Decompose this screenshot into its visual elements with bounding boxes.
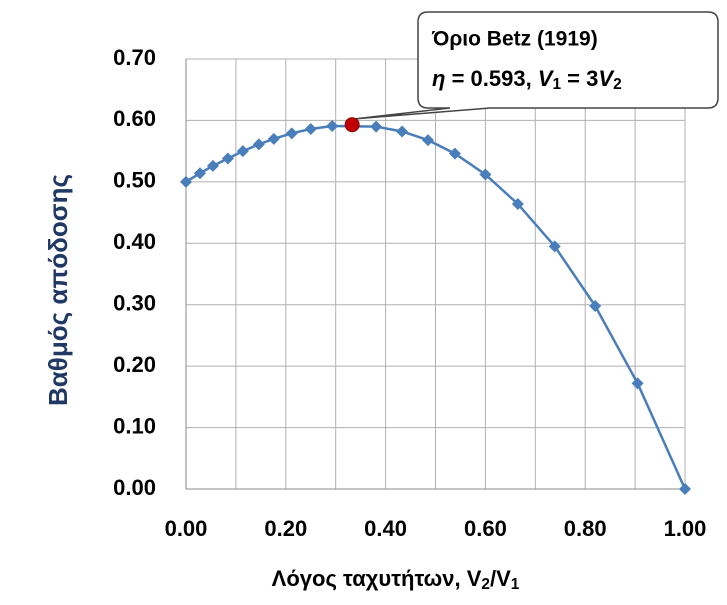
point	[193, 167, 206, 180]
point	[448, 147, 461, 160]
x-tick-label: 0.60	[464, 516, 507, 541]
x-axis-label-part: 2	[481, 576, 490, 593]
point	[180, 175, 192, 188]
y-tick-label: 0.60	[113, 106, 156, 131]
point	[252, 138, 265, 151]
point	[236, 145, 249, 158]
x-tick-label: 0.40	[364, 516, 407, 541]
x-tick-label: 0.20	[264, 516, 307, 541]
callout-text-part: = 0.593,	[445, 66, 537, 91]
point	[479, 168, 492, 181]
callout	[356, 11, 719, 120]
point	[679, 483, 691, 495]
y-tick-label: 0.20	[113, 352, 156, 377]
y-tick-label: 0.30	[113, 291, 156, 316]
x-axis-label: Λόγος ταχυτήτων, V2/V1	[272, 566, 520, 593]
callout-text-part: 2	[613, 76, 622, 93]
highlight-point	[344, 117, 360, 133]
x-axis-label-part: /V	[490, 566, 511, 591]
callout-text-part: 1	[553, 76, 562, 93]
point	[326, 119, 339, 132]
point	[396, 125, 409, 138]
y-axis-label: Βαθμός απόδοσης	[43, 174, 73, 406]
y-tick-label: 0.40	[113, 229, 156, 254]
point	[206, 159, 219, 172]
point	[304, 123, 317, 136]
point	[267, 132, 280, 145]
point	[511, 197, 524, 210]
point	[285, 127, 298, 140]
point	[548, 240, 561, 253]
callout-text-part: V	[538, 66, 555, 91]
point	[422, 134, 435, 147]
y-tick-label: 0.50	[113, 168, 156, 193]
y-tick-label: 0.70	[113, 45, 156, 70]
point	[221, 152, 234, 165]
callout-title: Όριο Betz (1919)	[431, 28, 598, 51]
callout-text-part: η	[432, 66, 445, 91]
point	[589, 299, 602, 312]
y-tick-label: 0.10	[113, 413, 156, 438]
point	[631, 377, 644, 390]
callout-text: η = 0.593, V1 = 3V2	[432, 66, 622, 93]
point	[370, 120, 383, 133]
x-axis-label-part: 1	[511, 576, 520, 593]
y-tick-label: 0.00	[113, 475, 156, 500]
x-axis-label-part: Λόγος ταχυτήτων, V	[272, 566, 482, 591]
x-tick-label: 0.80	[564, 516, 607, 541]
x-tick-label: 0.00	[165, 516, 208, 541]
callout-text-part: V	[598, 66, 615, 91]
x-tick-label: 1.00	[664, 516, 707, 541]
callout-text-part: = 3	[561, 66, 598, 91]
